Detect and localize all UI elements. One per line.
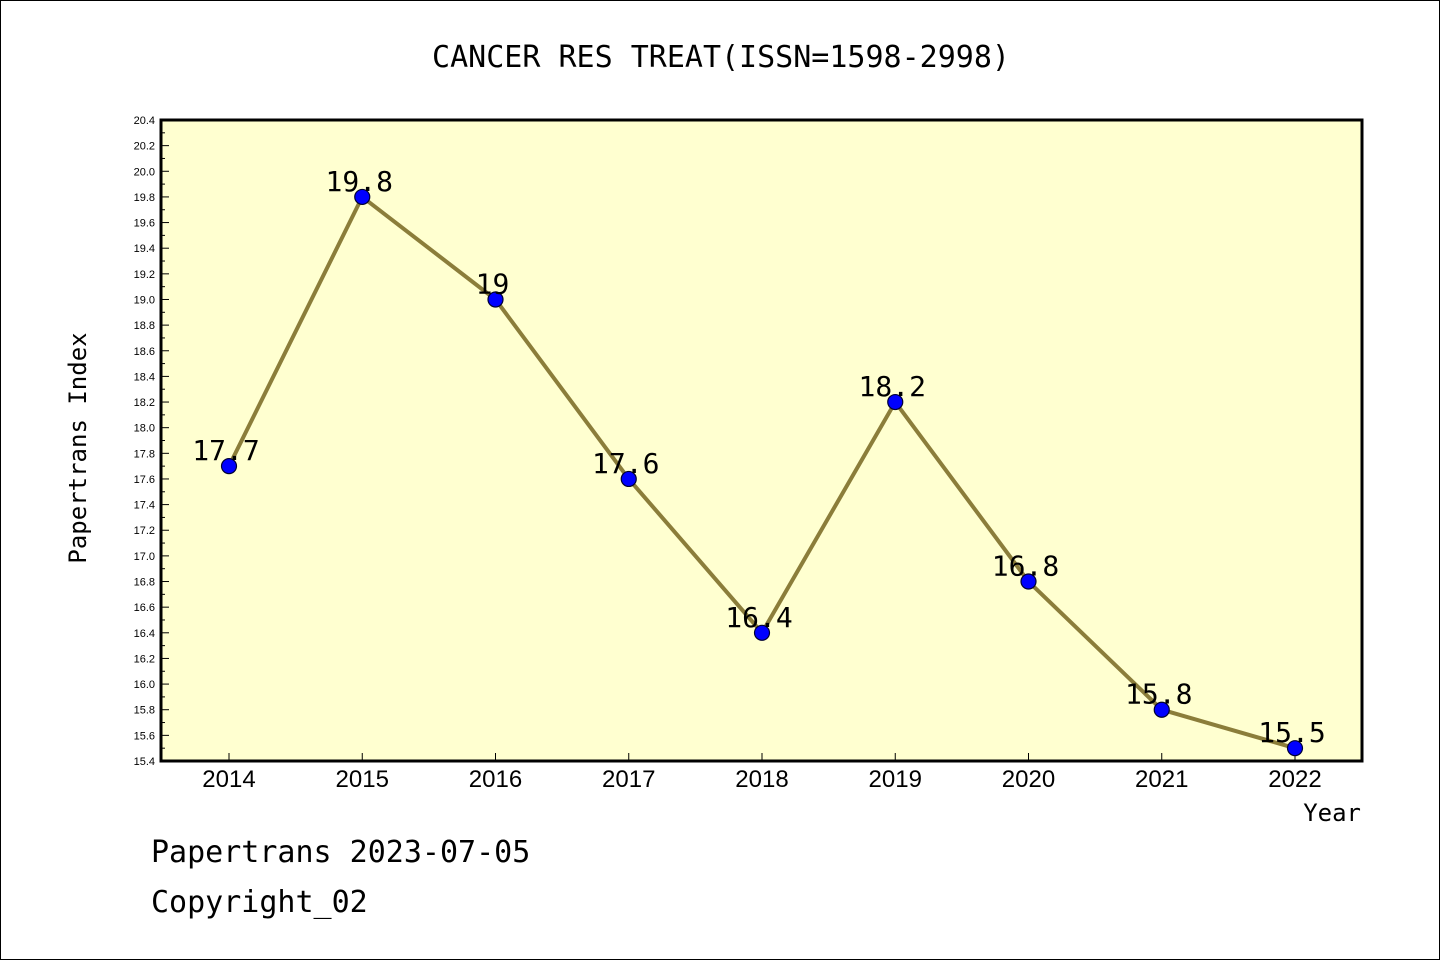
y-tick-label: 16.0 [134,679,155,691]
data-point-marker [620,470,637,488]
plot-area [159,118,1364,763]
y-tick-label: 16.4 [134,628,155,640]
data-point-marker [753,624,771,641]
marker-group [220,188,1304,757]
data-label: 16.4 [725,601,792,634]
y-tick-label: 19.4 [134,243,155,255]
x-tick-label: 2021 [1135,766,1188,793]
y-tick-label: 17.0 [134,551,155,563]
y-tick-label: 15.8 [134,705,155,717]
x-tick-label: 2016 [469,766,522,793]
x-tick-label: 2022 [1268,766,1321,793]
data-label: 16.8 [992,550,1059,583]
series-line-group [227,194,1297,751]
y-tick-label: 16.6 [134,602,155,614]
y-tick-label: 20.0 [134,166,155,178]
series-segment [893,400,1031,584]
series-segment [227,194,365,469]
y-tick-label: 18.2 [134,397,155,409]
data-label: 17.6 [592,447,659,480]
data-point-marker [354,188,371,206]
series-segment [493,297,631,481]
x-tick-label: 2015 [336,766,389,793]
data-point-marker [487,291,504,308]
x-tick-label: 2020 [1002,766,1055,793]
series-segment [1159,707,1297,751]
series-segment [760,400,898,635]
y-tick-label: 19.8 [134,192,155,204]
x-tick-label: 2019 [869,766,922,793]
footer-copyright: Copyright_02 [151,885,368,920]
y-tick-label: 18.8 [134,320,155,332]
y-tick-label: 18.0 [134,423,155,435]
y-tick-label: 17.6 [134,474,155,486]
data-point-marker [1286,740,1304,757]
data-point-marker [1020,573,1037,590]
y-tick-label: 19.6 [134,218,155,230]
y-tick-label: 16.2 [134,653,155,665]
y-tick-label: 17.2 [134,525,155,537]
y-tick-label: 17.4 [134,500,155,512]
x-axis: 2014 2015 2016 2017 2018 2019 2020 2021 2022 [202,753,1322,793]
x-tick-label: 2018 [735,766,788,793]
y-axis: 15.4 15.6 15.8 16.0 16.2 16.4 16.6 16.8 17.0 17.2… [134,115,169,768]
data-label: 19 [476,267,510,300]
series-segment [626,476,764,635]
y-tick-label: 18.6 [134,346,155,358]
series-segment [1026,579,1164,712]
y-tick-label: 20.4 [134,115,155,127]
x-tick-label: 2014 [202,766,255,793]
y-tick-label: 16.8 [134,577,155,589]
footer-stamp: Papertrans 2023-07-05 [151,835,531,870]
data-label: 15.8 [1125,678,1192,711]
data-label: 18.2 [859,370,926,403]
x-axis-label: Year [1303,799,1361,827]
chart-title: CANCER RES TREAT(ISSN=1598-2998) [432,40,1010,75]
data-label: 15.5 [1258,716,1325,749]
y-tick-label: 19.2 [134,269,155,281]
y-tick-label: 15.4 [134,756,155,768]
y-tick-label: 17.8 [134,448,155,460]
data-label-group: 17.7 19.8 19 17.6 16.4 18.2 16.8 15.8 15.5 [192,165,1325,749]
x-tick-label: 2017 [602,766,655,793]
y-tick-label: 20.2 [134,141,155,153]
data-point-marker [1153,701,1170,718]
y-axis-label: Papertrans Index [64,332,92,563]
data-label: 19.8 [326,165,393,198]
y-tick-label: 19.0 [134,294,155,306]
y-tick-label: 18.4 [134,371,155,383]
series-segment [360,194,498,302]
data-point-marker [887,393,904,411]
y-tick-label: 15.6 [134,730,155,742]
data-point-marker [220,458,238,475]
data-label: 17.7 [192,434,259,467]
